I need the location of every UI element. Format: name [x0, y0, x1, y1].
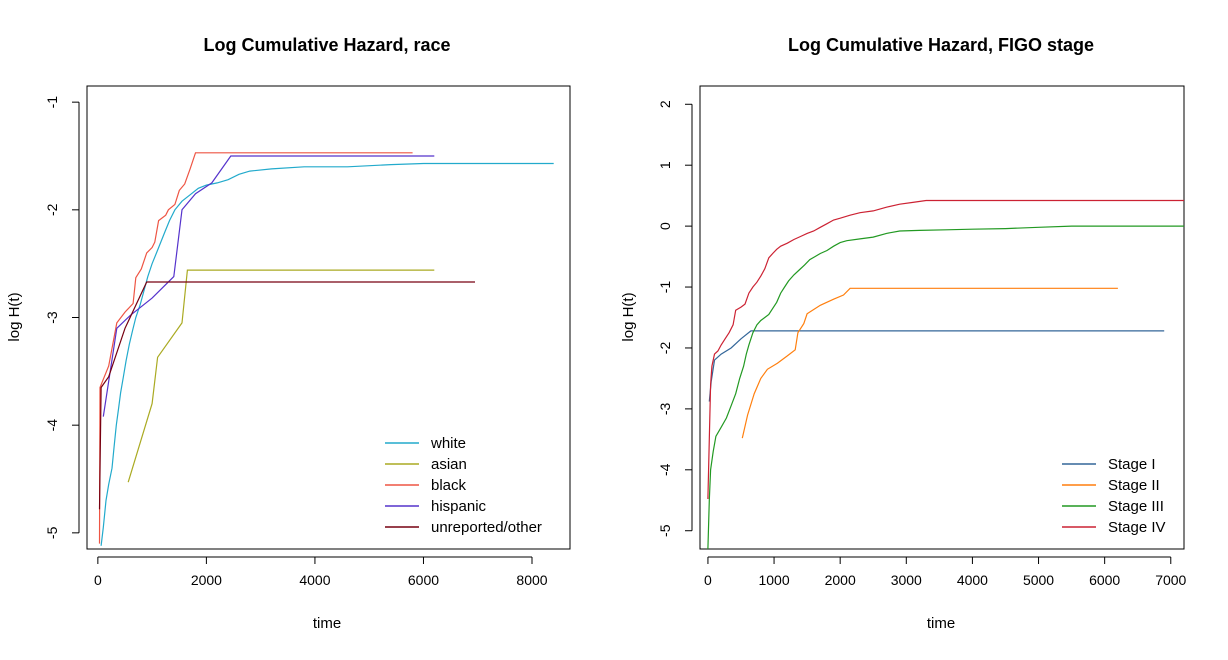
- legend-label: Stage II: [1108, 477, 1160, 494]
- series-line-stage-iv: [707, 199, 1184, 500]
- legend-label: Stage IV: [1108, 519, 1166, 536]
- legend: Stage I Stage II Stage III Stage IV: [1062, 456, 1166, 536]
- race-hazard-chart: Log Cumulative Hazard, race 0 2000 4000 600…: [6, 35, 571, 632]
- y-axis: -5 -4 -3 -2 -1 0 1 2: [657, 100, 693, 537]
- legend-label: white: [430, 435, 466, 452]
- x-tick-label: 5000: [1023, 572, 1054, 588]
- x-tick-label: 0: [94, 572, 102, 588]
- series-line-stage-iii: [707, 225, 1184, 549]
- x-tick-label: 6000: [1089, 572, 1120, 588]
- y-axis-label: log H(t): [6, 292, 23, 341]
- x-tick-label: 2000: [191, 572, 222, 588]
- legend: white asian black hispanic unreported/other: [385, 435, 542, 536]
- y-tick-label: 0: [657, 222, 673, 230]
- chart-title: Log Cumulative Hazard, race: [203, 35, 450, 55]
- series-line-asian: [127, 269, 435, 483]
- x-tick-label: 3000: [891, 572, 922, 588]
- x-tick-label: 7000: [1155, 572, 1186, 588]
- y-tick-label: -5: [657, 524, 673, 537]
- y-tick-label: -4: [657, 463, 673, 476]
- legend-label: Stage III: [1108, 498, 1164, 515]
- plot-frame: [86, 85, 571, 550]
- y-axis-label: log H(t): [620, 292, 637, 341]
- x-axis-label: time: [313, 615, 341, 632]
- x-tick-label: 8000: [516, 572, 547, 588]
- y-tick-label: 2: [657, 100, 673, 108]
- plot-frame: [699, 85, 1185, 550]
- x-tick-label: 4000: [957, 572, 988, 588]
- x-tick-label: 2000: [825, 572, 856, 588]
- y-axis: -5 -4 -3 -2 -1: [44, 96, 80, 539]
- x-axis: 0 2000 4000 6000 8000: [94, 556, 548, 588]
- figo-stage-hazard-chart: Log Cumulative Hazard, FIGO stage 0 1000 2…: [620, 35, 1187, 632]
- legend-label: hispanic: [431, 498, 487, 515]
- series-line-white: [100, 162, 554, 546]
- legend-label: black: [431, 477, 467, 494]
- x-tick-label: 0: [704, 572, 712, 588]
- legend-label: asian: [431, 456, 467, 473]
- y-tick-label: -2: [44, 203, 60, 216]
- chart-title: Log Cumulative Hazard, FIGO stage: [788, 35, 1094, 55]
- x-tick-label: 4000: [299, 572, 330, 588]
- legend-label: Stage I: [1108, 456, 1156, 473]
- x-tick-label: 6000: [408, 572, 439, 588]
- series-line-hispanic: [102, 155, 435, 417]
- y-tick-label: -3: [44, 311, 60, 324]
- y-tick-label: -5: [44, 526, 60, 539]
- series-line-stage-ii: [741, 287, 1118, 439]
- y-tick-label: -3: [657, 402, 673, 415]
- y-tick-label: -2: [657, 342, 673, 355]
- x-axis-label: time: [927, 615, 955, 632]
- y-tick-label: -4: [44, 419, 60, 432]
- y-tick-label: 1: [657, 161, 673, 169]
- series-line-stage-i: [708, 330, 1165, 402]
- x-axis: 0 1000 2000 3000 4000 5000 6000 7000: [704, 556, 1187, 588]
- series-line-unreported-other: [98, 281, 475, 510]
- y-tick-label: -1: [657, 281, 673, 294]
- plot-lines: [707, 199, 1184, 549]
- x-tick-label: 1000: [758, 572, 789, 588]
- series-line-black: [98, 152, 413, 544]
- y-tick-label: -1: [44, 96, 60, 109]
- plot-lines: [98, 152, 554, 546]
- legend-label: unreported/other: [431, 519, 542, 536]
